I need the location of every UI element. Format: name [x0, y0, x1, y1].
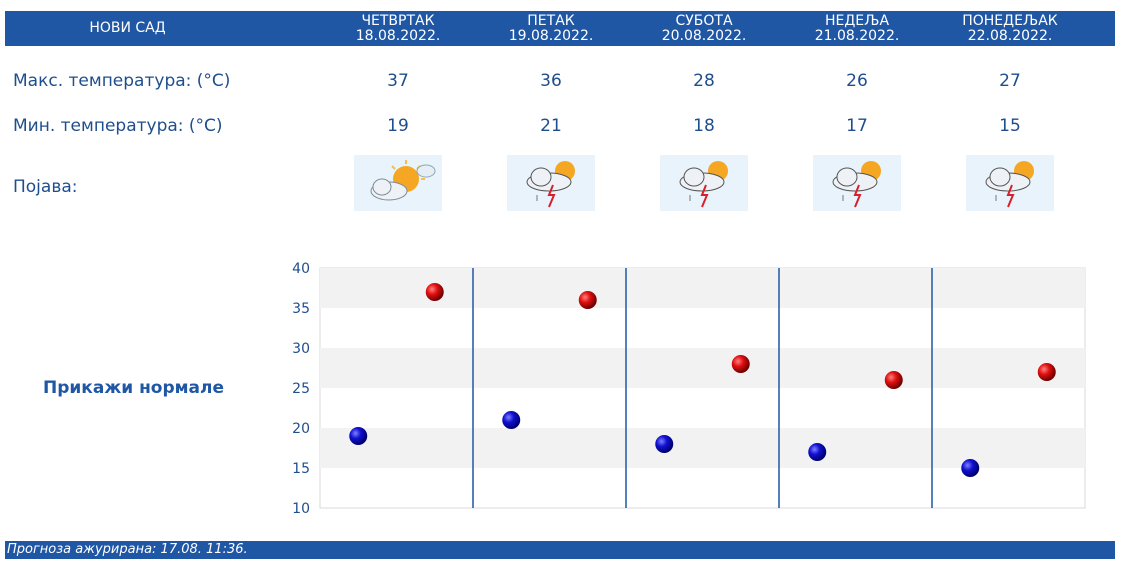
y-tick-label: 40	[292, 261, 310, 277]
max-temp-point	[731, 355, 750, 373]
thunderstorm-sun-icon	[813, 155, 901, 211]
temperature-chart: 40 35 30 25 20 15 10	[292, 261, 1086, 517]
min-temp-value: 19	[387, 116, 409, 136]
max-temp-label: Макс. температура: (°C)	[13, 71, 231, 91]
day-date: 18.08.2022.	[355, 27, 441, 44]
show-normals-link[interactable]: Прикажи нормале	[43, 378, 225, 398]
y-tick-label: 10	[292, 501, 310, 517]
min-temp-value: 21	[540, 116, 562, 136]
min-temp-value: 18	[693, 116, 715, 136]
phenomenon-label: Појава:	[13, 177, 78, 197]
day-header-3: СУБОТА 20.08.2022.	[644, 11, 764, 46]
thunderstorm-sun-icon	[507, 155, 595, 211]
y-tick-label: 30	[292, 341, 310, 357]
min-temp-point	[655, 435, 674, 453]
day-name: СУБОТА	[675, 12, 733, 29]
min-temp-point	[502, 411, 521, 429]
forecast-header: НОВИ САД ЧЕТВРТАК 18.08.2022. ПЕТАК 19.0…	[5, 11, 1115, 46]
y-tick-label: 35	[292, 301, 310, 317]
grid-band	[320, 348, 1085, 388]
day-header-2: ПЕТАК 19.08.2022.	[491, 11, 611, 46]
max-temp-point	[578, 291, 597, 309]
max-temp-value: 27	[999, 71, 1021, 91]
day-date: 21.08.2022.	[814, 27, 900, 44]
min-temp-label: Мин. температура: (°C)	[13, 116, 223, 136]
day-date: 22.08.2022.	[967, 27, 1053, 44]
max-temp-value: 26	[846, 71, 868, 91]
max-temp-value: 36	[540, 71, 562, 91]
max-temp-point	[884, 371, 903, 389]
grid-band	[320, 428, 1085, 468]
day-name: НЕДЕЉА	[824, 12, 890, 29]
thunderstorm-sun-icon	[966, 155, 1054, 211]
thunderstorm-sun-icon	[660, 155, 748, 211]
max-temp-point	[425, 283, 444, 301]
min-temp-value: 17	[846, 116, 868, 136]
min-temp-point	[808, 443, 827, 461]
day-header-4: НЕДЕЉА 21.08.2022.	[797, 11, 917, 46]
partly-sunny-icon	[354, 155, 442, 211]
day-name: ПОНЕДЕЉАК	[962, 12, 1058, 29]
max-temp-value: 37	[387, 71, 409, 91]
y-tick-label: 15	[292, 461, 310, 477]
min-temp-point	[349, 427, 368, 445]
grid-band	[320, 268, 1085, 308]
day-name: ПЕТАК	[527, 12, 575, 29]
min-temp-point	[961, 459, 980, 477]
max-temp-value: 28	[693, 71, 715, 91]
y-tick-label: 20	[292, 421, 310, 437]
y-tick-label: 25	[292, 381, 310, 397]
day-header-1: ЧЕТВРТАК 18.08.2022.	[338, 11, 458, 46]
forecast-updated: Прогноза ажурирана: 17.08. 11:36.	[5, 541, 1115, 559]
day-date: 19.08.2022.	[508, 27, 594, 44]
city-name: НОВИ САД	[89, 20, 166, 36]
max-temp-point	[1037, 363, 1056, 381]
day-date: 20.08.2022.	[661, 27, 747, 44]
min-temp-value: 15	[999, 116, 1021, 136]
day-header-5: ПОНЕДЕЉАК 22.08.2022.	[950, 11, 1070, 46]
day-name: ЧЕТВРТАК	[361, 12, 435, 29]
